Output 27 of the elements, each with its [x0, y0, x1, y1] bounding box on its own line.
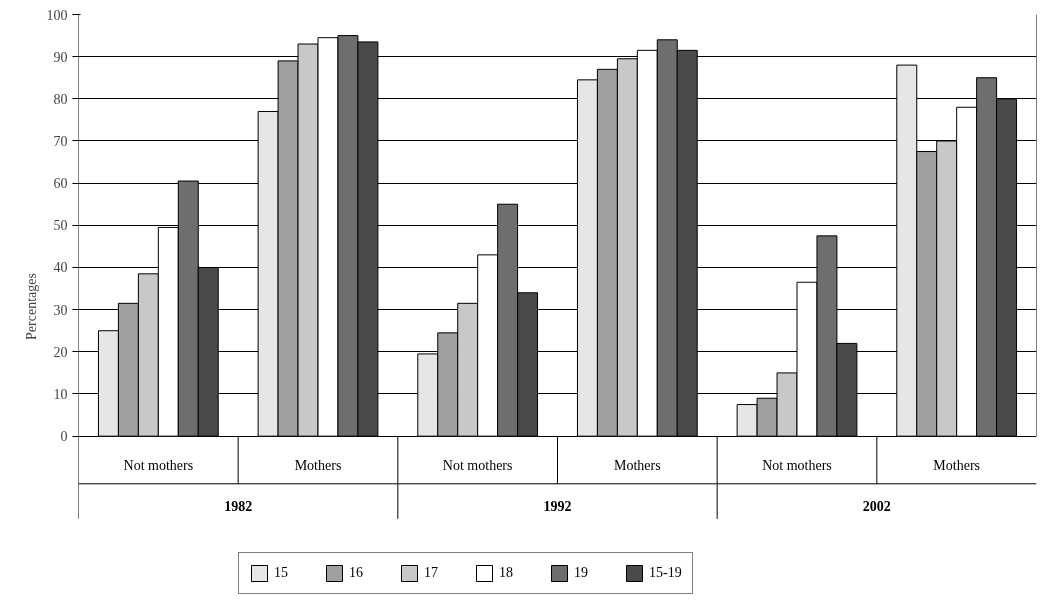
legend-label: 15 [274, 565, 289, 581]
text: 1992 [543, 498, 572, 514]
text: 1982 [224, 498, 253, 514]
x-tick-label: Mothers [614, 457, 661, 473]
legend-label: 17 [424, 565, 439, 581]
y-tick-label: 100 [46, 7, 68, 23]
x-tick-label: Mothers [933, 457, 981, 473]
legend-label: 16 [349, 565, 364, 581]
legend-label: 18 [499, 565, 514, 581]
text: 2002 [862, 498, 891, 514]
y-tick-label: 60 [53, 176, 68, 192]
y-tick-label: 50 [53, 218, 68, 234]
y-axis-title: Percentages [23, 273, 39, 340]
y-tick-label: 90 [53, 49, 68, 65]
legend-label: 15-19 [649, 565, 682, 581]
y-tick-label: 30 [53, 302, 68, 318]
legend-label: 19 [574, 565, 589, 581]
x-tick-label: Not mothers [442, 457, 513, 473]
x-tick-label: Not mothers [762, 457, 832, 473]
x-tick-label: Not mothers [123, 457, 194, 473]
y-tick-label: 70 [53, 134, 68, 149]
y-tick-label: 80 [53, 91, 68, 107]
x-tick-label: Mothers [294, 457, 342, 473]
y-tick-label: 20 [53, 344, 68, 360]
y-tick-label: 0 [60, 429, 68, 445]
y-tick-label: 40 [53, 260, 68, 276]
y-tick-label: 10 [53, 386, 68, 402]
